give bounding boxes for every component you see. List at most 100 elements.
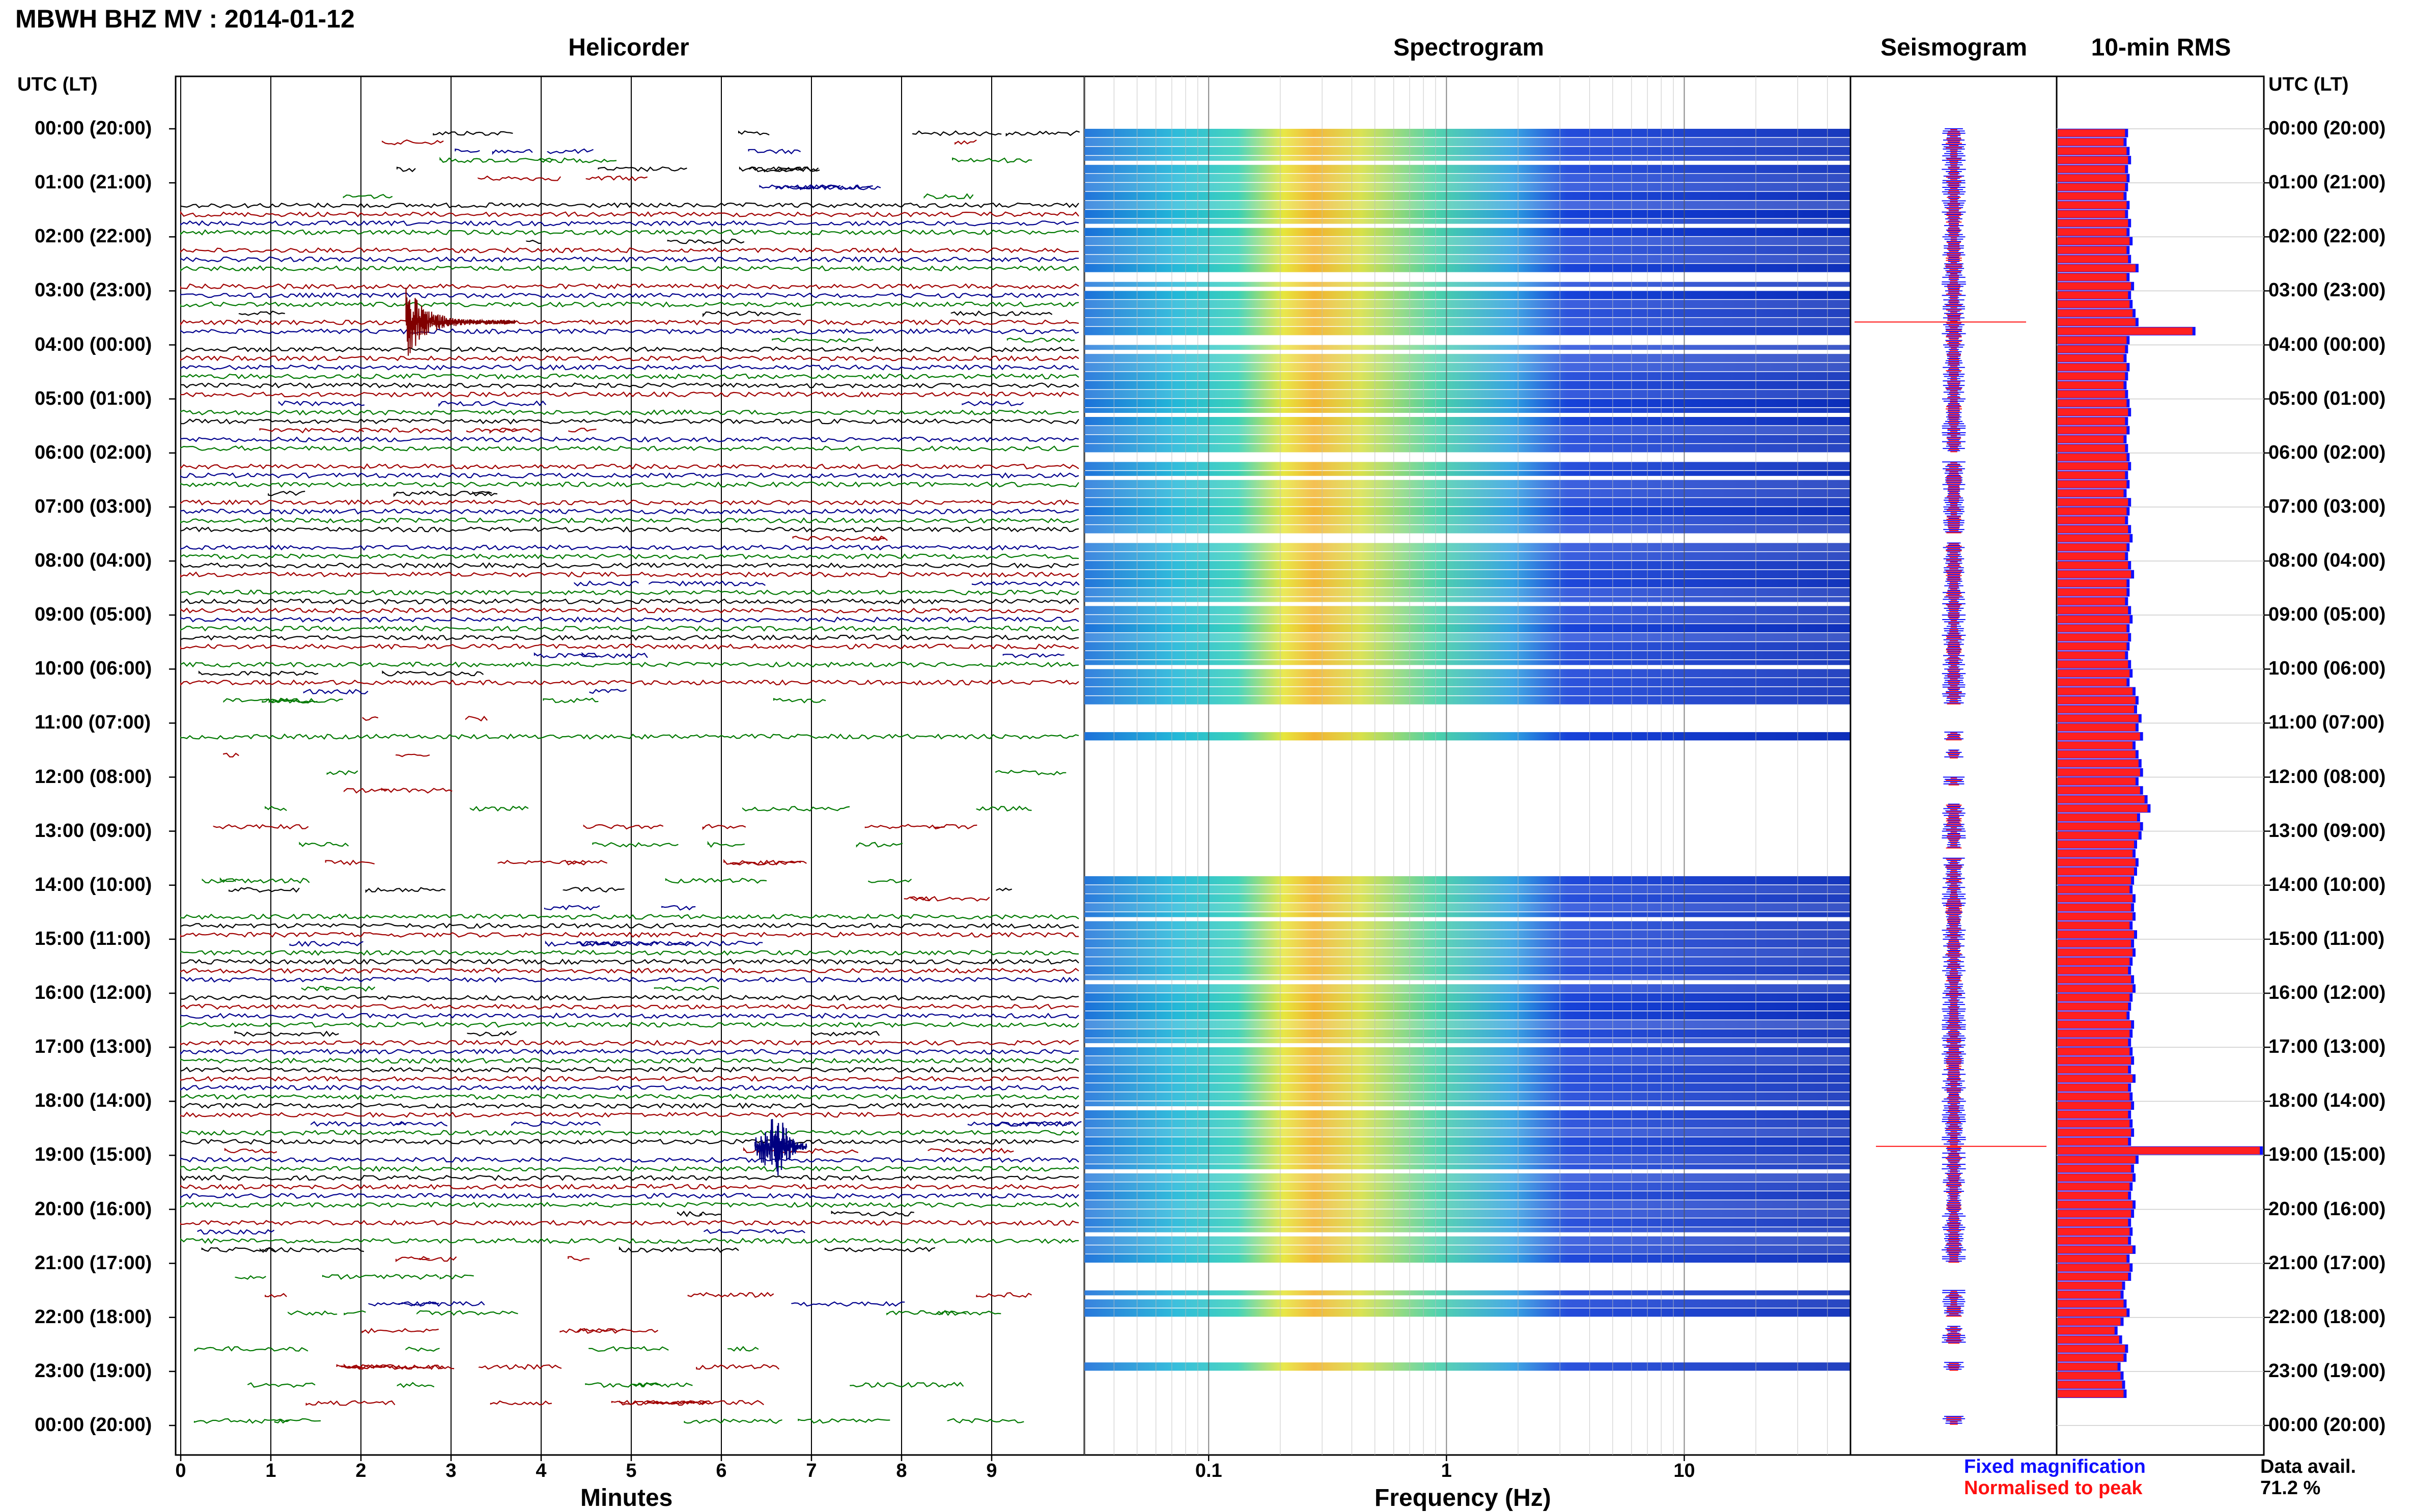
rms-bar-normalised [2058, 1075, 2133, 1082]
helicorder-trace [180, 202, 1079, 209]
helicorder-trace [180, 1129, 1079, 1136]
rms-bar-normalised [2058, 939, 2131, 947]
helicorder-trace [325, 859, 807, 866]
rms-bar-normalised [2058, 237, 2130, 245]
rms-bar-normalised [2058, 1056, 2131, 1065]
rms-bar-normalised [2058, 354, 2124, 362]
spectrogram-row [1084, 903, 1850, 912]
rms-bar-normalised [2058, 994, 2130, 1001]
helicorder-trace [180, 1084, 1079, 1091]
spectrogram-row [1084, 1128, 1850, 1137]
helicorder-trace [180, 409, 1079, 416]
helicorder-trace [180, 508, 1079, 515]
spectrogram-row [1084, 966, 1850, 975]
helicorder-trace [180, 1238, 1079, 1244]
helicorder-tick-label: 7 [806, 1460, 817, 1481]
helicorder-trace [234, 1030, 880, 1037]
spectrogram-row [1084, 282, 1850, 287]
helicorder-trace [180, 733, 1079, 740]
time-label-left: 20:00 (16:00) [35, 1198, 152, 1220]
rms-plot [2056, 75, 2270, 1456]
rms-bar-normalised [2058, 516, 2125, 524]
helicorder-tick-label: 3 [445, 1460, 457, 1481]
rms-bar-normalised [2058, 525, 2128, 533]
helicorder-tick-label: 5 [626, 1460, 637, 1481]
helicorder-trace [180, 355, 1079, 362]
time-label-right: 01:00 (21:00) [2268, 172, 2386, 193]
helicorder-trace [265, 1292, 1032, 1298]
rms-bar-normalised [2058, 787, 2140, 794]
spectrogram-row [1084, 1101, 1850, 1106]
spectrogram-row [1084, 1020, 1850, 1029]
rms-bar-normalised [2058, 687, 2133, 695]
helicorder-trace [396, 166, 820, 173]
rms-bar-normalised [2058, 1200, 2133, 1209]
rms-bar-normalised [2058, 841, 2134, 848]
helicorder-trace [180, 1173, 1079, 1181]
spectrogram-row [1084, 885, 1850, 894]
helicorder-trace [180, 220, 1079, 227]
rms-bar-normalised [2058, 255, 2128, 263]
spectrogram-row [1084, 1236, 1850, 1245]
rms-bar-normalised [2058, 660, 2128, 668]
time-label-left: 17:00 (13:00) [35, 1036, 152, 1058]
spectrogram-row [1084, 218, 1850, 224]
rms-bar-normalised [2058, 1039, 2128, 1047]
helicorder-trace [180, 1102, 1079, 1109]
spectrogram-row [1084, 201, 1850, 209]
rms-bar-normalised [2058, 750, 2136, 759]
helicorder-trace [180, 643, 1079, 650]
rms-bar-normalised [2058, 562, 2128, 569]
helicorder-trace [382, 139, 977, 146]
helicorder-trace [180, 571, 1079, 578]
rms-bar-normalised [2058, 912, 2133, 920]
time-label-left: 03:00 (23:00) [35, 279, 152, 301]
helicorder-trace [344, 788, 453, 794]
helicorder-trace [772, 337, 1075, 344]
helicorder-trace [197, 1229, 805, 1235]
rms-bar-normalised [2058, 714, 2139, 722]
rms-bar-normalised [2058, 174, 2127, 182]
helicorder-trace [180, 1094, 1079, 1100]
spectrogram-row [1084, 930, 1850, 939]
helicorder-trace [180, 463, 1079, 470]
helicorder-trace [180, 472, 1079, 479]
helicorder-trace [180, 1157, 1079, 1163]
rms-bar-normalised [2058, 1246, 2133, 1253]
helicorder-trace [326, 769, 1067, 776]
helicorder-trace [180, 994, 1079, 1001]
helicorder-trace [180, 283, 1079, 290]
rms-bar-normalised [2058, 390, 2125, 398]
helicorder-trace [238, 310, 1053, 318]
spectrogram-row [1084, 183, 1850, 191]
helicorder-trace [180, 292, 1079, 299]
rms-bar-normalised [2058, 1309, 2127, 1317]
rms-bar-normalised [2058, 300, 2130, 308]
spectrogram-row [1084, 1290, 1850, 1296]
helicorder-trace [180, 976, 1079, 983]
spectrogram-row [1084, 318, 1850, 326]
helicorder-trace [288, 1310, 1001, 1316]
time-label-left: 00:00 (20:00) [35, 118, 152, 139]
spectrogram-row [1084, 1362, 1850, 1371]
spectrogram-row [1084, 912, 1850, 917]
time-label-left: 05:00 (01:00) [35, 387, 152, 409]
rms-bar-normalised [2058, 948, 2133, 957]
spectrogram-row [1084, 228, 1850, 236]
rms-bar-normalised [2058, 1138, 2128, 1145]
time-label-left: 01:00 (21:00) [35, 172, 152, 193]
helicorder-trace [368, 1301, 905, 1307]
helicorder-trace [311, 1121, 1082, 1127]
helicorder-trace [180, 1040, 1079, 1046]
helicorder-trace [180, 562, 1079, 569]
spectrogram-row [1084, 939, 1850, 948]
rms-bar-normalised [2058, 1363, 2118, 1370]
rms-bar-normalised [2058, 1237, 2128, 1245]
rms-bar-normalised [2058, 327, 2193, 335]
helicorder-trace [180, 967, 1079, 974]
time-label-right: 07:00 (03:00) [2268, 495, 2386, 517]
rms-bar-normalised [2058, 894, 2133, 903]
spectrogram-row [1084, 1299, 1850, 1308]
time-label-left: 02:00 (22:00) [35, 226, 152, 247]
rms-bar-normalised [2058, 958, 2130, 965]
